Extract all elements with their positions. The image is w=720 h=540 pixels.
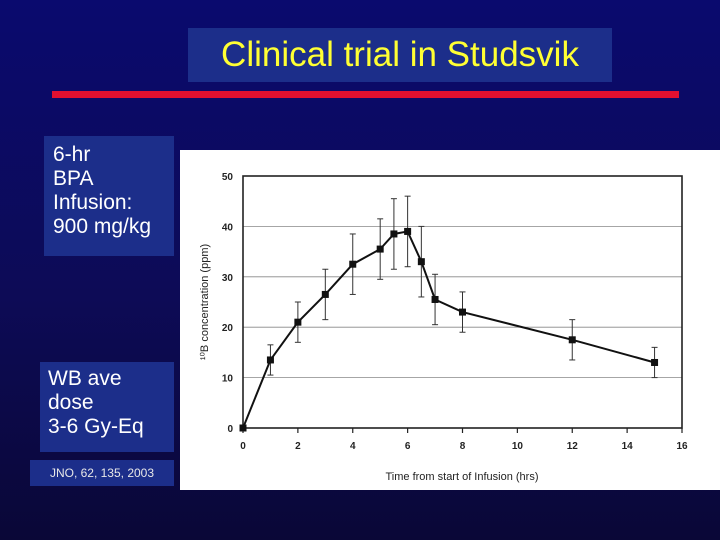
data-point-1 <box>266 356 274 364</box>
data-point-11 <box>568 336 576 344</box>
dose-line-1: WB ave <box>48 367 122 390</box>
boron-concentration-chart: 0 10 20 30 40 50 0 2 4 6 8 10 12 14 16 Time from start … <box>199 172 688 483</box>
y-tick-label-10: 10 <box>222 374 234 385</box>
x-tick-label-14: 14 <box>622 441 634 452</box>
y-tick-label-30: 30 <box>222 273 234 284</box>
infusion-line-2: BPA <box>53 167 94 190</box>
x-tick-label-0: 0 <box>240 441 246 452</box>
y-tick-label-50: 50 <box>222 172 234 183</box>
x-tick-label-4: 4 <box>350 441 356 452</box>
x-tick-label-16: 16 <box>676 441 688 452</box>
dose-line-2: dose <box>48 391 94 414</box>
data-point-12 <box>651 358 659 366</box>
dose-line-3: 3-6 Gy-Eq <box>48 415 144 438</box>
citation: JNO, 62, 135, 2003 <box>30 460 174 486</box>
data-point-2 <box>294 318 302 326</box>
y-tick-label-20: 20 <box>222 323 234 334</box>
x-tick-label-2: 2 <box>295 441 301 452</box>
y-tick-label-0: 0 <box>227 424 233 435</box>
data-point-5 <box>376 245 384 253</box>
infusion-line-1: 6-hr <box>53 143 91 166</box>
data-point-10 <box>459 308 466 316</box>
chart-panel: 0 10 20 30 40 50 0 2 4 6 8 10 12 14 16 Time from start … <box>180 150 720 490</box>
infusion-info-box: 6-hr BPA Infusion: 900 mg/kg <box>44 136 174 256</box>
x-tick-label-8: 8 <box>460 441 466 452</box>
infusion-line-4: 900 mg/kg <box>53 215 152 238</box>
slide-title: Clinical trial in Studsvik <box>188 28 612 82</box>
data-point-9 <box>431 295 439 303</box>
x-tick-label-10: 10 <box>512 441 524 452</box>
y-axis-title: ¹⁰B concentration (ppm) <box>199 244 211 360</box>
data-point-0 <box>239 424 247 432</box>
y-tick-label-40: 40 <box>222 222 234 233</box>
title-divider <box>52 91 679 98</box>
infusion-line-3: Infusion: <box>53 191 133 214</box>
series-line <box>242 230 655 429</box>
x-axis-title: Time from start of Infusion (hrs) <box>385 471 538 483</box>
data-point-3 <box>321 290 329 298</box>
data-point-8 <box>417 258 425 266</box>
dose-info-box: WB ave dose 3-6 Gy-Eq <box>40 362 174 452</box>
data-point-6 <box>390 230 398 238</box>
data-point-4 <box>349 260 357 268</box>
data-point-7 <box>404 227 412 235</box>
x-tick-label-6: 6 <box>405 441 411 452</box>
x-tick-label-12: 12 <box>567 441 579 452</box>
